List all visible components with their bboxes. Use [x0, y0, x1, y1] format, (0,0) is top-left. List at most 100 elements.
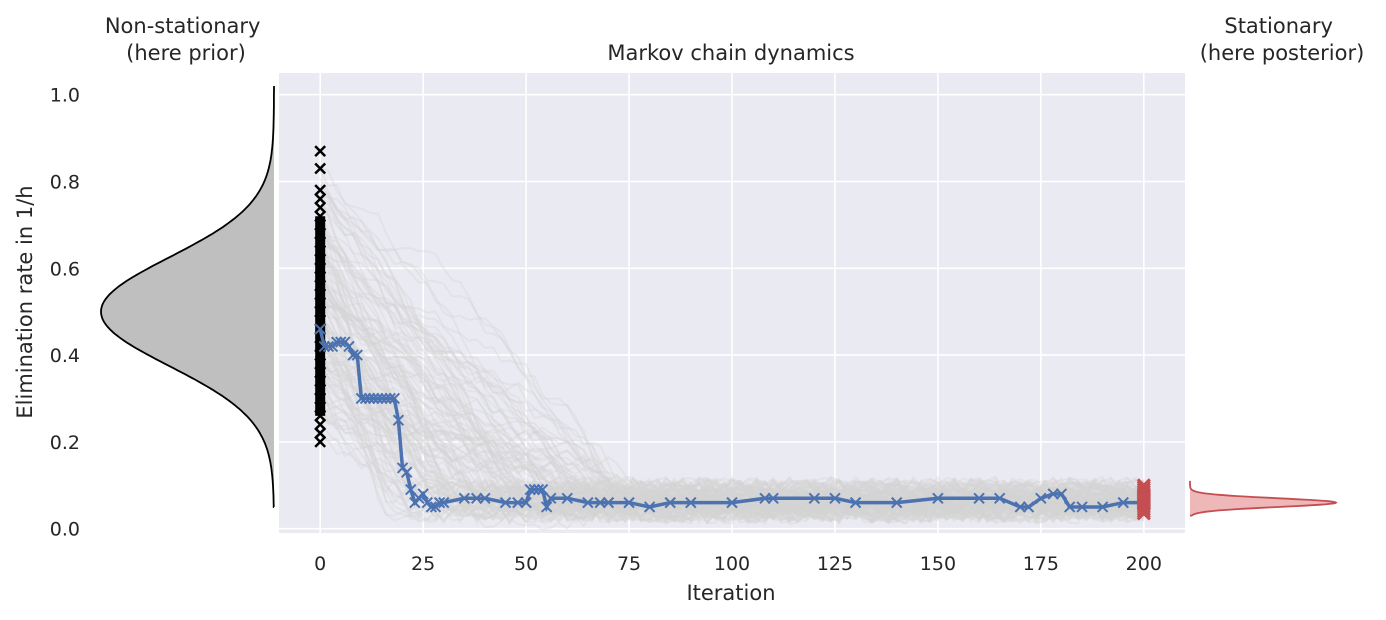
background-chain [319, 229, 1145, 516]
right-panel-title-line2: (here posterior) [1200, 41, 1365, 65]
background-chain [320, 246, 1145, 524]
background-chain [320, 355, 1145, 517]
y-tick-label: 1.0 [50, 85, 80, 107]
initial-sample-marker [314, 162, 327, 175]
background-chain [319, 205, 1145, 497]
chart-title: Markov chain dynamics [607, 41, 854, 65]
background-chain [319, 376, 1145, 524]
highlighted-chain-marker [368, 392, 380, 405]
y-tick-label: 0.2 [50, 432, 80, 454]
highlighted-chain-marker [536, 483, 549, 496]
background-chain [320, 262, 1145, 500]
highlighted-chain-marker [438, 496, 450, 509]
background-chain [319, 268, 1145, 504]
background-chain [319, 269, 1145, 520]
background-chain [319, 329, 1145, 514]
right-panel-title: Stationary (here posterior) [1200, 14, 1365, 65]
background-chain [319, 364, 1145, 498]
highlighted-chain-marker [540, 501, 553, 513]
background-chain [319, 429, 1145, 497]
highlighted-chain-marker [388, 392, 401, 405]
background-chain [320, 344, 1145, 518]
background-chain [319, 298, 1145, 525]
background-chain [319, 355, 1145, 504]
background-chain [319, 301, 1145, 514]
background-chain [319, 318, 1144, 513]
highlighted-chain-marker [1022, 501, 1035, 513]
y-axis-label: Elimination rate in 1/h [13, 185, 37, 418]
highlighted-chain-marker [685, 496, 697, 509]
left-panel-title: Non-stationary (here prior) [105, 14, 267, 65]
background-chain [319, 244, 1145, 523]
background-chain [319, 361, 1145, 521]
initial-sample-marker [314, 357, 327, 370]
initial-sample-marker [314, 201, 327, 214]
background-chain [320, 206, 1145, 525]
highlighted-chain-marker [849, 496, 862, 509]
final-sample-marker [1136, 504, 1151, 519]
highlighted-chain-marker [335, 336, 347, 348]
initial-sample-marker [314, 392, 327, 405]
highlighted-chain-marker [400, 466, 413, 478]
initial-sample-marker [314, 418, 327, 431]
highlighted-chain-marker [330, 336, 343, 348]
initial-sample-marker [314, 253, 327, 266]
highlighted-chain-marker [1117, 496, 1129, 509]
highlighted-chain-marker [594, 496, 606, 509]
x-tick-labels: 0 25 50 75 100 125 150 175 200 [314, 553, 1162, 575]
highlighted-chain-marker [425, 501, 438, 513]
highlighted-chain-marker [355, 392, 368, 405]
x-tick-label: 125 [817, 553, 853, 575]
highlighted-chain-marker [363, 392, 376, 405]
initial-sample-marker [314, 314, 327, 327]
highlighted-chain-marker [380, 392, 392, 405]
highlighted-chain-marker [433, 496, 446, 509]
highlighted-chain-marker [1035, 492, 1047, 504]
highlighted-chain-marker [458, 492, 471, 504]
highlighted-chain-marker [384, 392, 396, 405]
background-chain [319, 220, 1145, 497]
highlighted-chain-marker [891, 496, 903, 509]
highlighted-chain-marker [499, 496, 512, 509]
background-chain [319, 188, 1145, 504]
highlighted-chain-marker [1055, 488, 1068, 500]
initial-sample-marker [314, 145, 327, 157]
highlighted-chain-marker [1047, 488, 1059, 500]
highlighted-chain-marker [322, 340, 335, 353]
background-chain [319, 287, 1145, 513]
background-chain [319, 395, 1144, 524]
highlighted-chain-marker [664, 496, 676, 509]
background-chain [320, 239, 1145, 496]
highlighted-chain-marker [808, 492, 821, 504]
background-chain [319, 252, 1145, 526]
y-tick-label: 0.8 [50, 171, 80, 193]
posterior-density-curve [1189, 480, 1338, 517]
background-chain [319, 192, 1145, 505]
highlighted-chain-marker [376, 392, 388, 405]
highlighted-chain-marker [602, 496, 615, 509]
highlighted-chain-marker [372, 392, 384, 405]
initial-sample-marker [314, 279, 327, 292]
highlighted-chain-marker [1076, 501, 1088, 513]
background-chain [319, 402, 1145, 515]
background-chain [319, 368, 1145, 508]
x-tick-label: 50 [514, 553, 538, 575]
background-chain [319, 333, 1145, 501]
background-chain [319, 342, 1145, 497]
initial-sample-marker [314, 297, 327, 309]
background-chain [319, 356, 1145, 500]
initial-sample-marker [314, 192, 327, 205]
background-chain [319, 170, 1144, 507]
initial-sample-marker [314, 262, 327, 275]
highlighted-chain-marker [470, 492, 483, 504]
background-chain [319, 324, 1145, 507]
background-chain [319, 230, 1144, 515]
highlighted-chain-marker [392, 414, 405, 426]
highlighted-chain-marker [318, 340, 331, 353]
background-chain [319, 291, 1145, 524]
background-chain [319, 405, 1145, 529]
y-tick-labels: 0.0 0.2 0.4 0.6 0.8 1.0 [50, 85, 80, 541]
highlighted-chain-marker [582, 496, 594, 509]
background-chain [319, 253, 1145, 524]
